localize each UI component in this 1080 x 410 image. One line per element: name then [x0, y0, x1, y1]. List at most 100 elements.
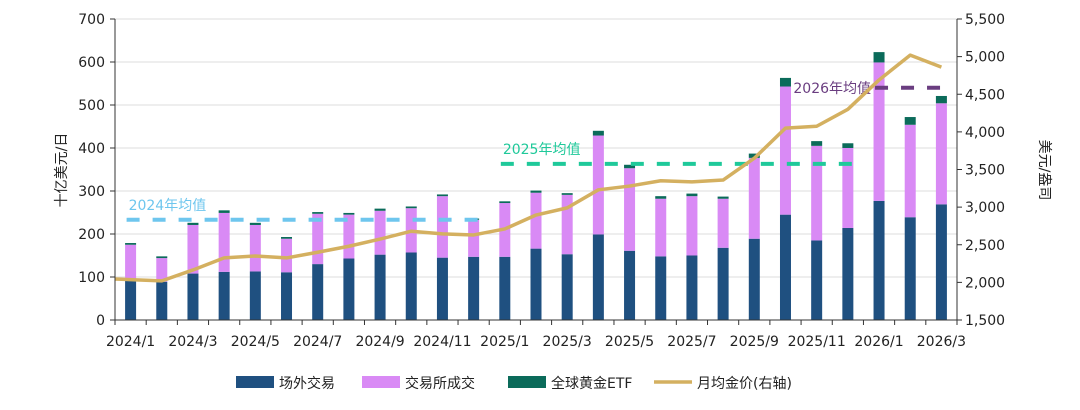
- bar-segment: [686, 255, 698, 320]
- x-tick-label: 2024/9: [355, 334, 404, 350]
- bar-segment: [281, 272, 293, 320]
- y-tick-label: 500: [78, 98, 105, 114]
- bar-segment: [374, 210, 386, 255]
- axes: 0 100 200 300 400 500 600 700 1,500 2,000 2,500 3,0…: [78, 12, 1005, 350]
- bar-segment: [312, 213, 324, 265]
- bar-segment: [592, 130, 604, 136]
- bar-segment: [873, 200, 885, 320]
- bar-segment: [935, 103, 947, 205]
- average-label: 2026年均值: [793, 81, 871, 97]
- y-right-tick-label: 1,500: [965, 313, 1005, 329]
- y-right-tick-label: 5,500: [965, 12, 1005, 28]
- bar-segment: [436, 257, 448, 320]
- x-tick-label: 2026/1: [854, 334, 903, 350]
- x-tick-label: 2024/7: [293, 334, 342, 350]
- bar-segment: [561, 254, 573, 320]
- bar-segment: [218, 271, 230, 320]
- bar-segment: [312, 212, 324, 214]
- bar-segment: [655, 256, 667, 320]
- x-tick-label: 2025/9: [730, 334, 779, 350]
- x-tick-label: 2026/3: [917, 334, 966, 350]
- bar-segment: [343, 258, 355, 320]
- x-tick-label: 2024/1: [106, 334, 155, 350]
- y-tick-label: 600: [78, 55, 105, 71]
- bar-segment: [281, 237, 293, 239]
- y-tick-label: 200: [78, 227, 105, 243]
- y-tick-label: 300: [78, 184, 105, 200]
- bar-segment: [187, 273, 199, 320]
- bar-segment: [249, 222, 261, 225]
- bar-segment: [748, 157, 760, 239]
- x-tick-label: 2024/11: [413, 334, 471, 350]
- legend-label: 场外交易: [279, 375, 335, 392]
- bar-segment: [405, 206, 417, 209]
- bar-segment: [343, 214, 355, 259]
- bar-segment: [811, 240, 823, 320]
- x-tick-label: 2025/3: [543, 334, 592, 350]
- legend-label: 全球黄金ETF: [551, 375, 632, 392]
- bar-segment: [405, 252, 417, 320]
- bar-segment: [686, 193, 698, 197]
- bar-segment: [156, 258, 168, 282]
- bar-segment: [561, 194, 573, 255]
- bar-segment: [156, 281, 168, 320]
- bar-segment: [811, 145, 823, 241]
- bar-segment: [717, 247, 729, 320]
- bar-segment: [904, 124, 916, 218]
- y-tick-label: 400: [78, 141, 105, 157]
- bar-segment: [530, 192, 542, 249]
- legend: 场外交易 交易所成交 全球黄金ETF 月均金价(右轴): [236, 375, 792, 392]
- bar-segment: [312, 264, 324, 320]
- bar-segment: [904, 117, 916, 125]
- bar-segment: [374, 208, 386, 211]
- bar-segment: [748, 238, 760, 320]
- y-right-tick-label: 2,000: [965, 275, 1005, 291]
- bar-segment: [218, 212, 230, 272]
- bar-segment: [873, 52, 885, 63]
- bar-segment: [624, 250, 636, 320]
- gold-price-line: [114, 53, 943, 283]
- bar-segment: [624, 164, 636, 169]
- bar-segment: [811, 141, 823, 146]
- y-axis-right-label: 美元/盎司: [1036, 140, 1052, 201]
- bar-segment: [187, 222, 199, 225]
- bar-segment: [779, 214, 791, 320]
- y-tick-label: 0: [96, 313, 105, 329]
- bar-segment: [655, 196, 667, 199]
- bar-segment: [343, 212, 355, 215]
- bar-segment: [187, 224, 199, 274]
- y-right-tick-label: 3,500: [965, 163, 1005, 179]
- bar-segment: [592, 135, 604, 235]
- y-right-tick-label: 2,500: [965, 238, 1005, 254]
- bar-segment: [842, 143, 854, 148]
- bar-segment: [374, 254, 386, 320]
- bar-segment: [249, 224, 261, 272]
- x-tick-label: 2025/5: [605, 334, 654, 350]
- bars: [125, 52, 947, 320]
- gold-price-polyline: [114, 53, 943, 283]
- bar-segment: [842, 148, 854, 228]
- bar-segment: [779, 77, 791, 87]
- bar-segment: [436, 196, 448, 258]
- average-label: 2025年均值: [503, 142, 581, 158]
- x-tick-label: 2025/7: [667, 334, 716, 350]
- y-right-tick-label: 4,000: [965, 125, 1005, 141]
- bar-segment: [125, 243, 137, 245]
- legend-label: 月均金价(右轴): [697, 376, 792, 392]
- average-lines: 2024年均值 2025年均值 2026年均值: [126, 81, 948, 222]
- y-right-tick-label: 3,000: [965, 200, 1005, 216]
- bar-segment: [592, 234, 604, 320]
- bar-segment: [468, 219, 480, 257]
- bar-segment: [468, 256, 480, 320]
- y-right-tick-label: 5,000: [965, 50, 1005, 66]
- bar-segment: [530, 248, 542, 320]
- bar-segment: [935, 204, 947, 320]
- bar-segment: [499, 256, 511, 320]
- y-axis-left-label: 十亿美元/日: [54, 133, 70, 208]
- y-tick-label: 100: [78, 270, 105, 286]
- bar-segment: [281, 238, 293, 273]
- bar-segment: [842, 227, 854, 320]
- bar-segment: [748, 153, 760, 158]
- bar-segment: [655, 198, 667, 257]
